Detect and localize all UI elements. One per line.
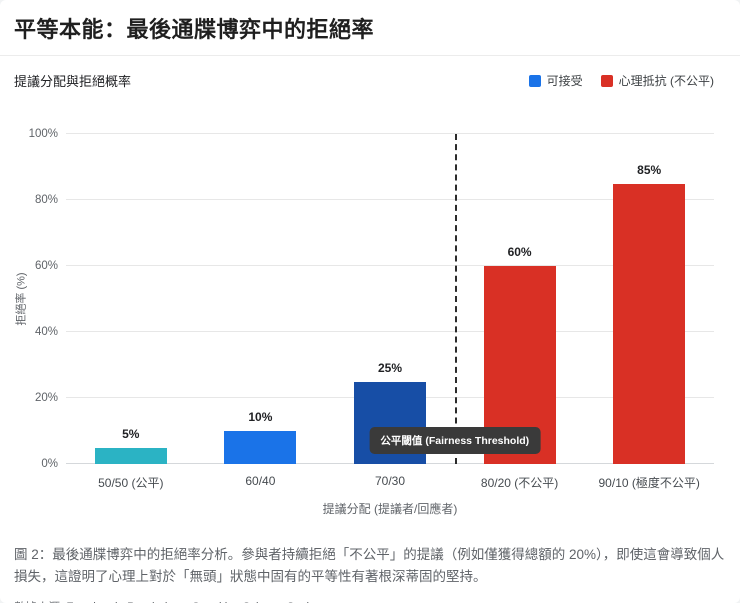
legend-label: 可接受: [546, 74, 583, 88]
legend-item-resistance: 心理抵抗 (不公平): [600, 72, 714, 89]
gridline: [66, 199, 714, 200]
plot-area: 0% 20% 40% 60% 80% 100% 5% 50/50 (公平) 10% 60/40 25…: [29, 128, 714, 491]
bar-value-label: 60%: [507, 245, 532, 259]
x-tick-label: 70/30: [374, 474, 405, 488]
category-column: 85% 90/10 (極度不公平): [584, 134, 714, 491]
figure-caption: 圖 2：最後通牒博弈中的拒絕率分析。參與者持續拒絕「不公平」的提議（例如僅獲得總…: [14, 544, 726, 588]
legend-swatch-blue: [528, 74, 541, 87]
header: 平等本能：最後通牒博弈中的拒絕率: [0, 0, 740, 44]
bar: [224, 431, 297, 464]
chart-header-row: 提議分配與拒絕概率 可接受 心理抵抗 (不公平): [0, 56, 740, 90]
legend: 可接受 心理抵抗 (不公平): [528, 72, 714, 89]
x-tick-label: 50/50 (公平): [98, 476, 164, 490]
source-link-cogsci[interactable]: Cognitive Science Society: [191, 602, 324, 603]
y-tick-label: 60%: [34, 260, 58, 272]
source-label: 數據來源:: [14, 602, 63, 603]
x-tick-label: 80/20 (不公平): [480, 476, 559, 490]
x-axis-title: 提議分配 (提議者/回應者): [322, 502, 458, 516]
page-title: 平等本能：最後通牒博弈中的拒絕率: [14, 17, 375, 42]
y-axis-title-box: 拒絕率 (%): [14, 134, 28, 464]
legend-swatch-red: [600, 74, 613, 87]
y-tick-label: 20%: [34, 392, 58, 404]
category-column: 60% 80/20 (不公平): [455, 134, 585, 490]
category-column: 25% 70/30: [325, 134, 455, 488]
category-column: 10% 60/40: [196, 134, 326, 488]
y-axis-title: 拒絕率 (%): [16, 272, 29, 326]
fairness-threshold-line: [454, 134, 457, 464]
bar-chart: 拒絕率 (%) 0% 20% 40% 60% 80% 100% 5% 50/50 (公平) 10…: [16, 128, 714, 491]
bar-value-label: 5%: [122, 426, 140, 441]
figure-caption-text: 最後通牒博弈中的拒絕率分析。參與者持續拒絕「不公平」的提議（例如僅獲得總額的 2…: [14, 547, 725, 584]
bar-value-label: 25%: [377, 360, 402, 375]
bar-value-label: 10%: [248, 410, 273, 424]
fairness-threshold-badge: 公平閾值 (Fairness Threshold): [369, 427, 541, 454]
category-column: 5% 50/50 (公平): [66, 134, 196, 490]
legend-item-acceptable: 可接受: [528, 72, 583, 89]
x-tick-label: 60/40: [245, 474, 276, 488]
y-tick-label: 100%: [28, 128, 58, 140]
y-tick-label: 40%: [34, 326, 58, 338]
bar-value-label: 85%: [637, 162, 662, 177]
y-tick-label: 0%: [41, 458, 58, 470]
gridline: [66, 331, 714, 332]
source-link-frontiers[interactable]: Frontiers in Psychology: [66, 602, 185, 603]
title-divider: [0, 55, 740, 56]
bar: [613, 183, 686, 464]
figure-caption-prefix: 圖 2：: [14, 547, 53, 562]
legend-label: 心理抵抗 (不公平): [618, 74, 714, 88]
gridline: [66, 133, 714, 134]
gridline: [66, 265, 714, 266]
source-separator: ,: [185, 602, 191, 603]
y-tick-label: 80%: [34, 194, 58, 206]
x-tick-label: 90/10 (極度不公平): [598, 476, 700, 490]
chart-subtitle: 提議分配與拒絕概率: [14, 74, 132, 89]
source-row: 數據來源: Frontiers in Psychology, Cognitive…: [14, 599, 726, 603]
bar: [94, 447, 167, 464]
